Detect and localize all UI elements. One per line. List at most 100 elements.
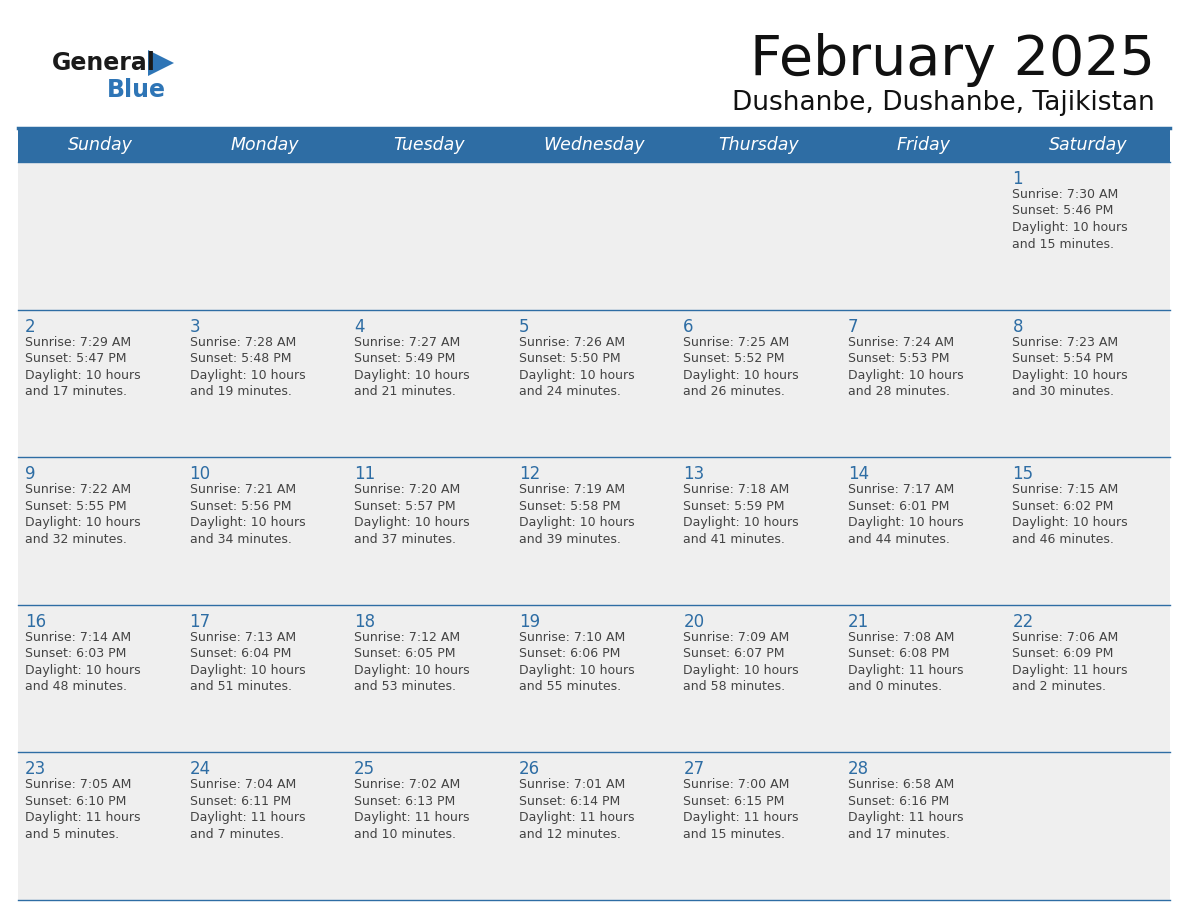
Text: and 53 minutes.: and 53 minutes. <box>354 680 456 693</box>
Text: Daylight: 11 hours: Daylight: 11 hours <box>354 812 469 824</box>
Text: Sunset: 5:49 PM: Sunset: 5:49 PM <box>354 353 455 365</box>
Text: and 44 minutes.: and 44 minutes. <box>848 532 949 545</box>
Text: 13: 13 <box>683 465 704 483</box>
Text: Sunrise: 7:24 AM: Sunrise: 7:24 AM <box>848 336 954 349</box>
Text: and 46 minutes.: and 46 minutes. <box>1012 532 1114 545</box>
Text: Dushanbe, Dushanbe, Tajikistan: Dushanbe, Dushanbe, Tajikistan <box>732 90 1155 116</box>
Text: Sunrise: 7:10 AM: Sunrise: 7:10 AM <box>519 631 625 644</box>
Text: Daylight: 10 hours: Daylight: 10 hours <box>190 369 305 382</box>
Text: Sunrise: 6:58 AM: Sunrise: 6:58 AM <box>848 778 954 791</box>
Bar <box>18 128 1170 162</box>
Text: 1: 1 <box>1012 170 1023 188</box>
Text: and 10 minutes.: and 10 minutes. <box>354 828 456 841</box>
Text: Sunrise: 7:29 AM: Sunrise: 7:29 AM <box>25 336 131 349</box>
Text: 18: 18 <box>354 613 375 631</box>
Text: Sunrise: 7:28 AM: Sunrise: 7:28 AM <box>190 336 296 349</box>
Text: Sunrise: 7:23 AM: Sunrise: 7:23 AM <box>1012 336 1119 349</box>
Text: 8: 8 <box>1012 318 1023 336</box>
Text: Sunrise: 7:02 AM: Sunrise: 7:02 AM <box>354 778 461 791</box>
Text: Sunrise: 7:21 AM: Sunrise: 7:21 AM <box>190 483 296 497</box>
Text: 3: 3 <box>190 318 201 336</box>
Text: Sunset: 5:55 PM: Sunset: 5:55 PM <box>25 499 127 512</box>
Text: Sunset: 5:53 PM: Sunset: 5:53 PM <box>848 353 949 365</box>
Text: Thursday: Thursday <box>719 136 798 154</box>
Text: 15: 15 <box>1012 465 1034 483</box>
Text: Daylight: 10 hours: Daylight: 10 hours <box>1012 221 1129 234</box>
Text: Sunrise: 7:17 AM: Sunrise: 7:17 AM <box>848 483 954 497</box>
Text: Daylight: 10 hours: Daylight: 10 hours <box>25 369 140 382</box>
Text: 4: 4 <box>354 318 365 336</box>
Text: 26: 26 <box>519 760 539 778</box>
Text: Daylight: 10 hours: Daylight: 10 hours <box>1012 369 1129 382</box>
Text: Sunset: 6:03 PM: Sunset: 6:03 PM <box>25 647 126 660</box>
Text: Monday: Monday <box>230 136 299 154</box>
Text: 7: 7 <box>848 318 859 336</box>
Bar <box>18 309 1170 457</box>
Text: and 39 minutes.: and 39 minutes. <box>519 532 620 545</box>
Text: Sunset: 6:07 PM: Sunset: 6:07 PM <box>683 647 785 660</box>
Text: and 37 minutes.: and 37 minutes. <box>354 532 456 545</box>
Text: 16: 16 <box>25 613 46 631</box>
Text: and 21 minutes.: and 21 minutes. <box>354 385 456 398</box>
Text: Sunset: 5:54 PM: Sunset: 5:54 PM <box>1012 353 1114 365</box>
Text: and 2 minutes.: and 2 minutes. <box>1012 680 1106 693</box>
Text: Sunset: 5:46 PM: Sunset: 5:46 PM <box>1012 205 1114 218</box>
Text: Sunrise: 7:14 AM: Sunrise: 7:14 AM <box>25 631 131 644</box>
Text: 21: 21 <box>848 613 870 631</box>
Text: and 41 minutes.: and 41 minutes. <box>683 532 785 545</box>
Text: 24: 24 <box>190 760 210 778</box>
Text: Sunset: 5:57 PM: Sunset: 5:57 PM <box>354 499 456 512</box>
Text: Daylight: 11 hours: Daylight: 11 hours <box>848 664 963 677</box>
Text: Daylight: 11 hours: Daylight: 11 hours <box>848 812 963 824</box>
Text: and 17 minutes.: and 17 minutes. <box>25 385 127 398</box>
Text: and 5 minutes.: and 5 minutes. <box>25 828 119 841</box>
Text: Sunset: 6:09 PM: Sunset: 6:09 PM <box>1012 647 1114 660</box>
Bar <box>18 457 1170 605</box>
Text: Friday: Friday <box>896 136 950 154</box>
Text: Sunrise: 7:25 AM: Sunrise: 7:25 AM <box>683 336 790 349</box>
Text: and 17 minutes.: and 17 minutes. <box>848 828 950 841</box>
Text: Sunrise: 7:12 AM: Sunrise: 7:12 AM <box>354 631 460 644</box>
Text: and 51 minutes.: and 51 minutes. <box>190 680 291 693</box>
Text: and 15 minutes.: and 15 minutes. <box>1012 238 1114 251</box>
Text: Daylight: 11 hours: Daylight: 11 hours <box>683 812 798 824</box>
Bar <box>18 753 1170 900</box>
Text: Daylight: 10 hours: Daylight: 10 hours <box>519 369 634 382</box>
Text: 23: 23 <box>25 760 46 778</box>
Text: Sunrise: 7:09 AM: Sunrise: 7:09 AM <box>683 631 790 644</box>
Text: Sunset: 6:14 PM: Sunset: 6:14 PM <box>519 795 620 808</box>
Text: Sunrise: 7:30 AM: Sunrise: 7:30 AM <box>1012 188 1119 201</box>
Text: Sunset: 6:05 PM: Sunset: 6:05 PM <box>354 647 456 660</box>
Text: Sunrise: 7:08 AM: Sunrise: 7:08 AM <box>848 631 954 644</box>
Text: and 19 minutes.: and 19 minutes. <box>190 385 291 398</box>
Text: Sunrise: 7:00 AM: Sunrise: 7:00 AM <box>683 778 790 791</box>
Text: Sunrise: 7:04 AM: Sunrise: 7:04 AM <box>190 778 296 791</box>
Text: 2: 2 <box>25 318 36 336</box>
Text: Sunset: 5:56 PM: Sunset: 5:56 PM <box>190 499 291 512</box>
Bar <box>18 605 1170 753</box>
Text: Sunset: 5:47 PM: Sunset: 5:47 PM <box>25 353 126 365</box>
Text: 22: 22 <box>1012 613 1034 631</box>
Text: Sunset: 6:15 PM: Sunset: 6:15 PM <box>683 795 784 808</box>
Text: and 26 minutes.: and 26 minutes. <box>683 385 785 398</box>
Text: Daylight: 10 hours: Daylight: 10 hours <box>25 664 140 677</box>
Text: Daylight: 11 hours: Daylight: 11 hours <box>519 812 634 824</box>
Text: and 30 minutes.: and 30 minutes. <box>1012 385 1114 398</box>
Text: and 32 minutes.: and 32 minutes. <box>25 532 127 545</box>
Text: Sunset: 6:06 PM: Sunset: 6:06 PM <box>519 647 620 660</box>
Text: Daylight: 10 hours: Daylight: 10 hours <box>519 516 634 529</box>
Text: 10: 10 <box>190 465 210 483</box>
Text: Sunset: 5:59 PM: Sunset: 5:59 PM <box>683 499 785 512</box>
Text: 6: 6 <box>683 318 694 336</box>
Text: Saturday: Saturday <box>1049 136 1127 154</box>
Text: and 55 minutes.: and 55 minutes. <box>519 680 621 693</box>
Text: Sunrise: 7:19 AM: Sunrise: 7:19 AM <box>519 483 625 497</box>
Text: Daylight: 10 hours: Daylight: 10 hours <box>683 369 798 382</box>
Text: Sunday: Sunday <box>68 136 133 154</box>
Text: Sunrise: 7:01 AM: Sunrise: 7:01 AM <box>519 778 625 791</box>
Text: 20: 20 <box>683 613 704 631</box>
Text: Sunrise: 7:26 AM: Sunrise: 7:26 AM <box>519 336 625 349</box>
Text: Daylight: 10 hours: Daylight: 10 hours <box>1012 516 1129 529</box>
Text: 17: 17 <box>190 613 210 631</box>
Text: Sunset: 6:04 PM: Sunset: 6:04 PM <box>190 647 291 660</box>
